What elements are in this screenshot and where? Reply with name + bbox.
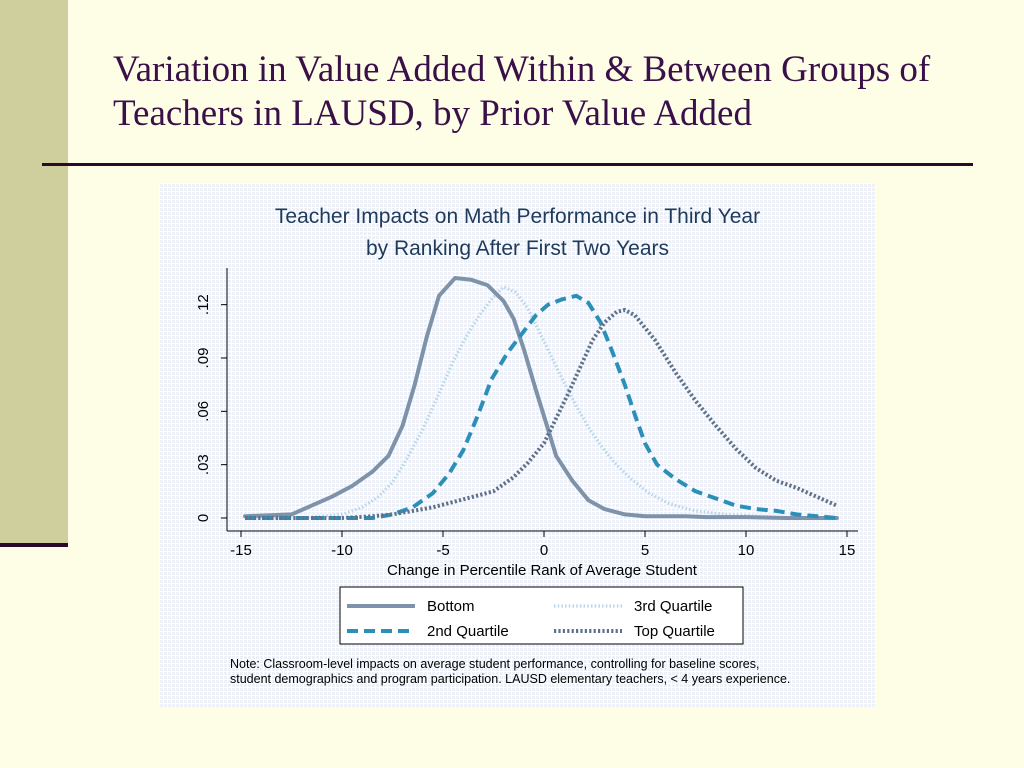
chart-note-line-2: student demographics and program partici… xyxy=(230,672,791,686)
legend-label: 2nd Quartile xyxy=(427,623,509,640)
series-lines xyxy=(243,276,839,520)
y-tick-label: .09 xyxy=(195,348,212,369)
chart-panel: Teacher Impacts on Math Performance in T… xyxy=(159,183,876,707)
title-divider xyxy=(42,163,973,166)
chart-canvas: -15 -10 -5 0 5 10 15 0 .03 .06 .09 .12 Change in Pe… xyxy=(195,268,858,645)
axes: -15 -10 -5 0 5 10 15 0 .03 .06 .09 .12 xyxy=(195,268,858,559)
series-line-2nd-quartile xyxy=(245,293,838,520)
y-tick-label: 0 xyxy=(195,514,212,522)
y-tick-label: .06 xyxy=(195,401,212,422)
y-tick-label: .03 xyxy=(195,454,212,475)
legend-label: Top Quartile xyxy=(634,623,715,640)
chart-title-line-2: by Ranking After First Two Years xyxy=(365,237,670,260)
legend-label: Bottom xyxy=(427,598,475,615)
x-tick-label: -10 xyxy=(331,542,353,559)
chart-note-line-1: Note: Classroom-level impacts on average… xyxy=(230,657,760,671)
series-line-bottom xyxy=(243,276,839,520)
x-tick-label: 15 xyxy=(839,542,856,559)
legend-box xyxy=(339,586,744,645)
x-tick-label: 10 xyxy=(738,542,755,559)
sidebar-rule xyxy=(0,543,68,547)
x-tick-label: 5 xyxy=(641,542,649,559)
slide-title: Variation in Value Added Within & Betwee… xyxy=(113,49,931,134)
chart-title-line-1: Teacher Impacts on Math Performance in T… xyxy=(274,205,761,228)
x-axis-title: Change in Percentile Rank of Average Stu… xyxy=(387,562,698,579)
series-line-top-quartile xyxy=(245,308,838,520)
chart-note: Note: Classroom-level impacts on average… xyxy=(230,657,876,687)
y-tick-label: .12 xyxy=(195,294,212,315)
legend-label: 3rd Quartile xyxy=(634,598,712,615)
legend: Bottom 2nd Quartile 3rd Quartile Top Quarti… xyxy=(339,586,744,645)
sidebar-accent xyxy=(0,0,68,543)
x-tick-label: -5 xyxy=(436,542,449,559)
x-tick-label: -15 xyxy=(230,542,252,559)
x-tick-label: 0 xyxy=(540,542,548,559)
